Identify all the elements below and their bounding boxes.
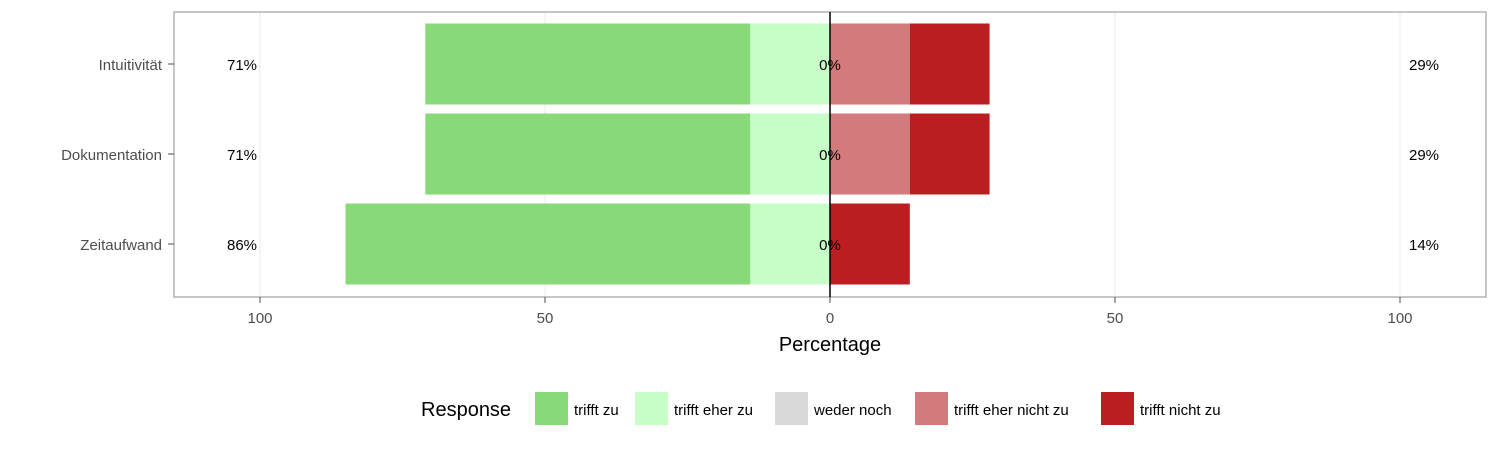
x-axis-title: Percentage xyxy=(779,334,881,356)
x-tick-label: 100 xyxy=(1387,310,1412,327)
legend-label: trifft zu xyxy=(574,402,619,419)
x-axis-ticks: 100 50 0 50 100 xyxy=(247,297,1413,327)
bar-trifft-eher-zu-1 xyxy=(750,23,830,105)
bar-trifft-eher-zu-3 xyxy=(750,203,830,285)
bar-trifft-nicht-zu-1 xyxy=(909,23,990,105)
right-percentage-label: 29% xyxy=(1409,147,1439,164)
right-percentage-label: 14% xyxy=(1409,237,1439,254)
bar-trifft-zu-1 xyxy=(425,23,751,105)
x-tick-label: 50 xyxy=(537,310,554,327)
left-percentage-label: 86% xyxy=(227,237,257,254)
legend-label: trifft eher zu xyxy=(674,402,753,419)
bar-trifft-eher-zu-2 xyxy=(750,113,830,195)
legend-key-weder-noch xyxy=(775,392,808,425)
bar-trifft-eher-nicht-zu-1 xyxy=(830,23,910,105)
legend-label: trifft eher nicht zu xyxy=(954,402,1069,419)
bar-trifft-zu-3 xyxy=(345,203,751,285)
legend-key-trifft-zu xyxy=(535,392,568,425)
left-percentage-label: 71% xyxy=(227,147,257,164)
legend-title: Response xyxy=(421,399,511,421)
legend: Response trifft zu trifft eher zu weder no… xyxy=(421,392,1221,425)
x-tick-label: 50 xyxy=(1107,310,1124,327)
legend-items: trifft zu trifft eher zu weder noch trifft … xyxy=(535,392,1221,425)
category-label: Dokumentation xyxy=(61,147,162,164)
bar-trifft-nicht-zu-3 xyxy=(830,203,910,285)
right-percentage-label: 29% xyxy=(1409,57,1439,74)
legend-key-trifft-nicht-zu xyxy=(1101,392,1134,425)
x-tick-label: 100 xyxy=(247,310,272,327)
left-percentage-label: 71% xyxy=(227,57,257,74)
bars xyxy=(345,23,990,285)
category-labels: Intuitivität Dokumentation Zeitaufwand xyxy=(61,57,174,254)
bar-trifft-eher-nicht-zu-2 xyxy=(830,113,910,195)
category-label: Zeitaufwand xyxy=(80,237,162,254)
bar-trifft-zu-2 xyxy=(425,113,751,195)
bar-trifft-nicht-zu-2 xyxy=(909,113,990,195)
legend-label: weder noch xyxy=(813,402,892,419)
percentage-labels: 71% 0% 29%71% 0% 29%86% 0% 14% xyxy=(227,57,1439,254)
x-tick-label: 0 xyxy=(826,310,834,327)
category-label: Intuitivität xyxy=(99,57,163,74)
legend-key-trifft-eher-zu xyxy=(635,392,668,425)
legend-label: trifft nicht zu xyxy=(1140,402,1221,419)
legend-key-trifft-eher-nicht-zu xyxy=(915,392,948,425)
